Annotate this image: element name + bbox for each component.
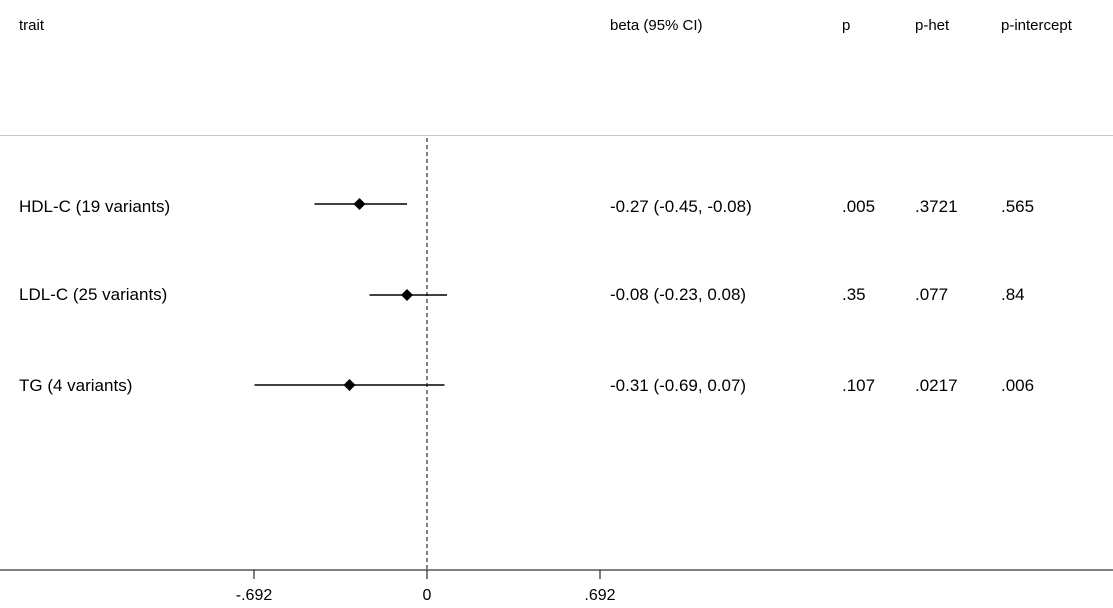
x-tick-label: -.692 [236, 587, 273, 604]
point-estimate-marker [343, 379, 356, 391]
p-value: .005 [842, 197, 876, 216]
point-estimate-marker [401, 289, 413, 301]
trait-label: TG (4 variants) [19, 376, 133, 395]
p-het-value: .0217 [915, 376, 958, 395]
beta-ci-value: -0.08 (-0.23, 0.08) [610, 285, 747, 304]
p-het-value: .077 [915, 285, 949, 304]
point-estimate-marker [353, 198, 366, 210]
header-beta: beta (95% CI) [610, 17, 703, 34]
beta-ci-value: -0.27 (-0.45, -0.08) [610, 197, 752, 216]
x-tick-label: 0 [423, 587, 432, 604]
p-intercept-value: .565 [1001, 197, 1035, 216]
p-intercept-value: .84 [1001, 285, 1025, 304]
x-tick-label: .692 [584, 587, 615, 604]
header-divider [0, 135, 1113, 136]
beta-ci-value: -0.31 (-0.69, 0.07) [610, 376, 747, 395]
trait-label: HDL-C (19 variants) [19, 197, 171, 216]
p-value: .107 [842, 376, 876, 395]
header-p: p [842, 17, 851, 34]
p-intercept-value: .006 [1001, 376, 1035, 395]
header-p-intercept: p-intercept [1001, 17, 1072, 34]
p-het-value: .3721 [915, 197, 958, 216]
trait-label: LDL-C (25 variants) [19, 285, 168, 304]
p-value: .35 [842, 285, 866, 304]
header-trait: trait [19, 17, 45, 34]
header-p-het: p-het [915, 17, 950, 34]
